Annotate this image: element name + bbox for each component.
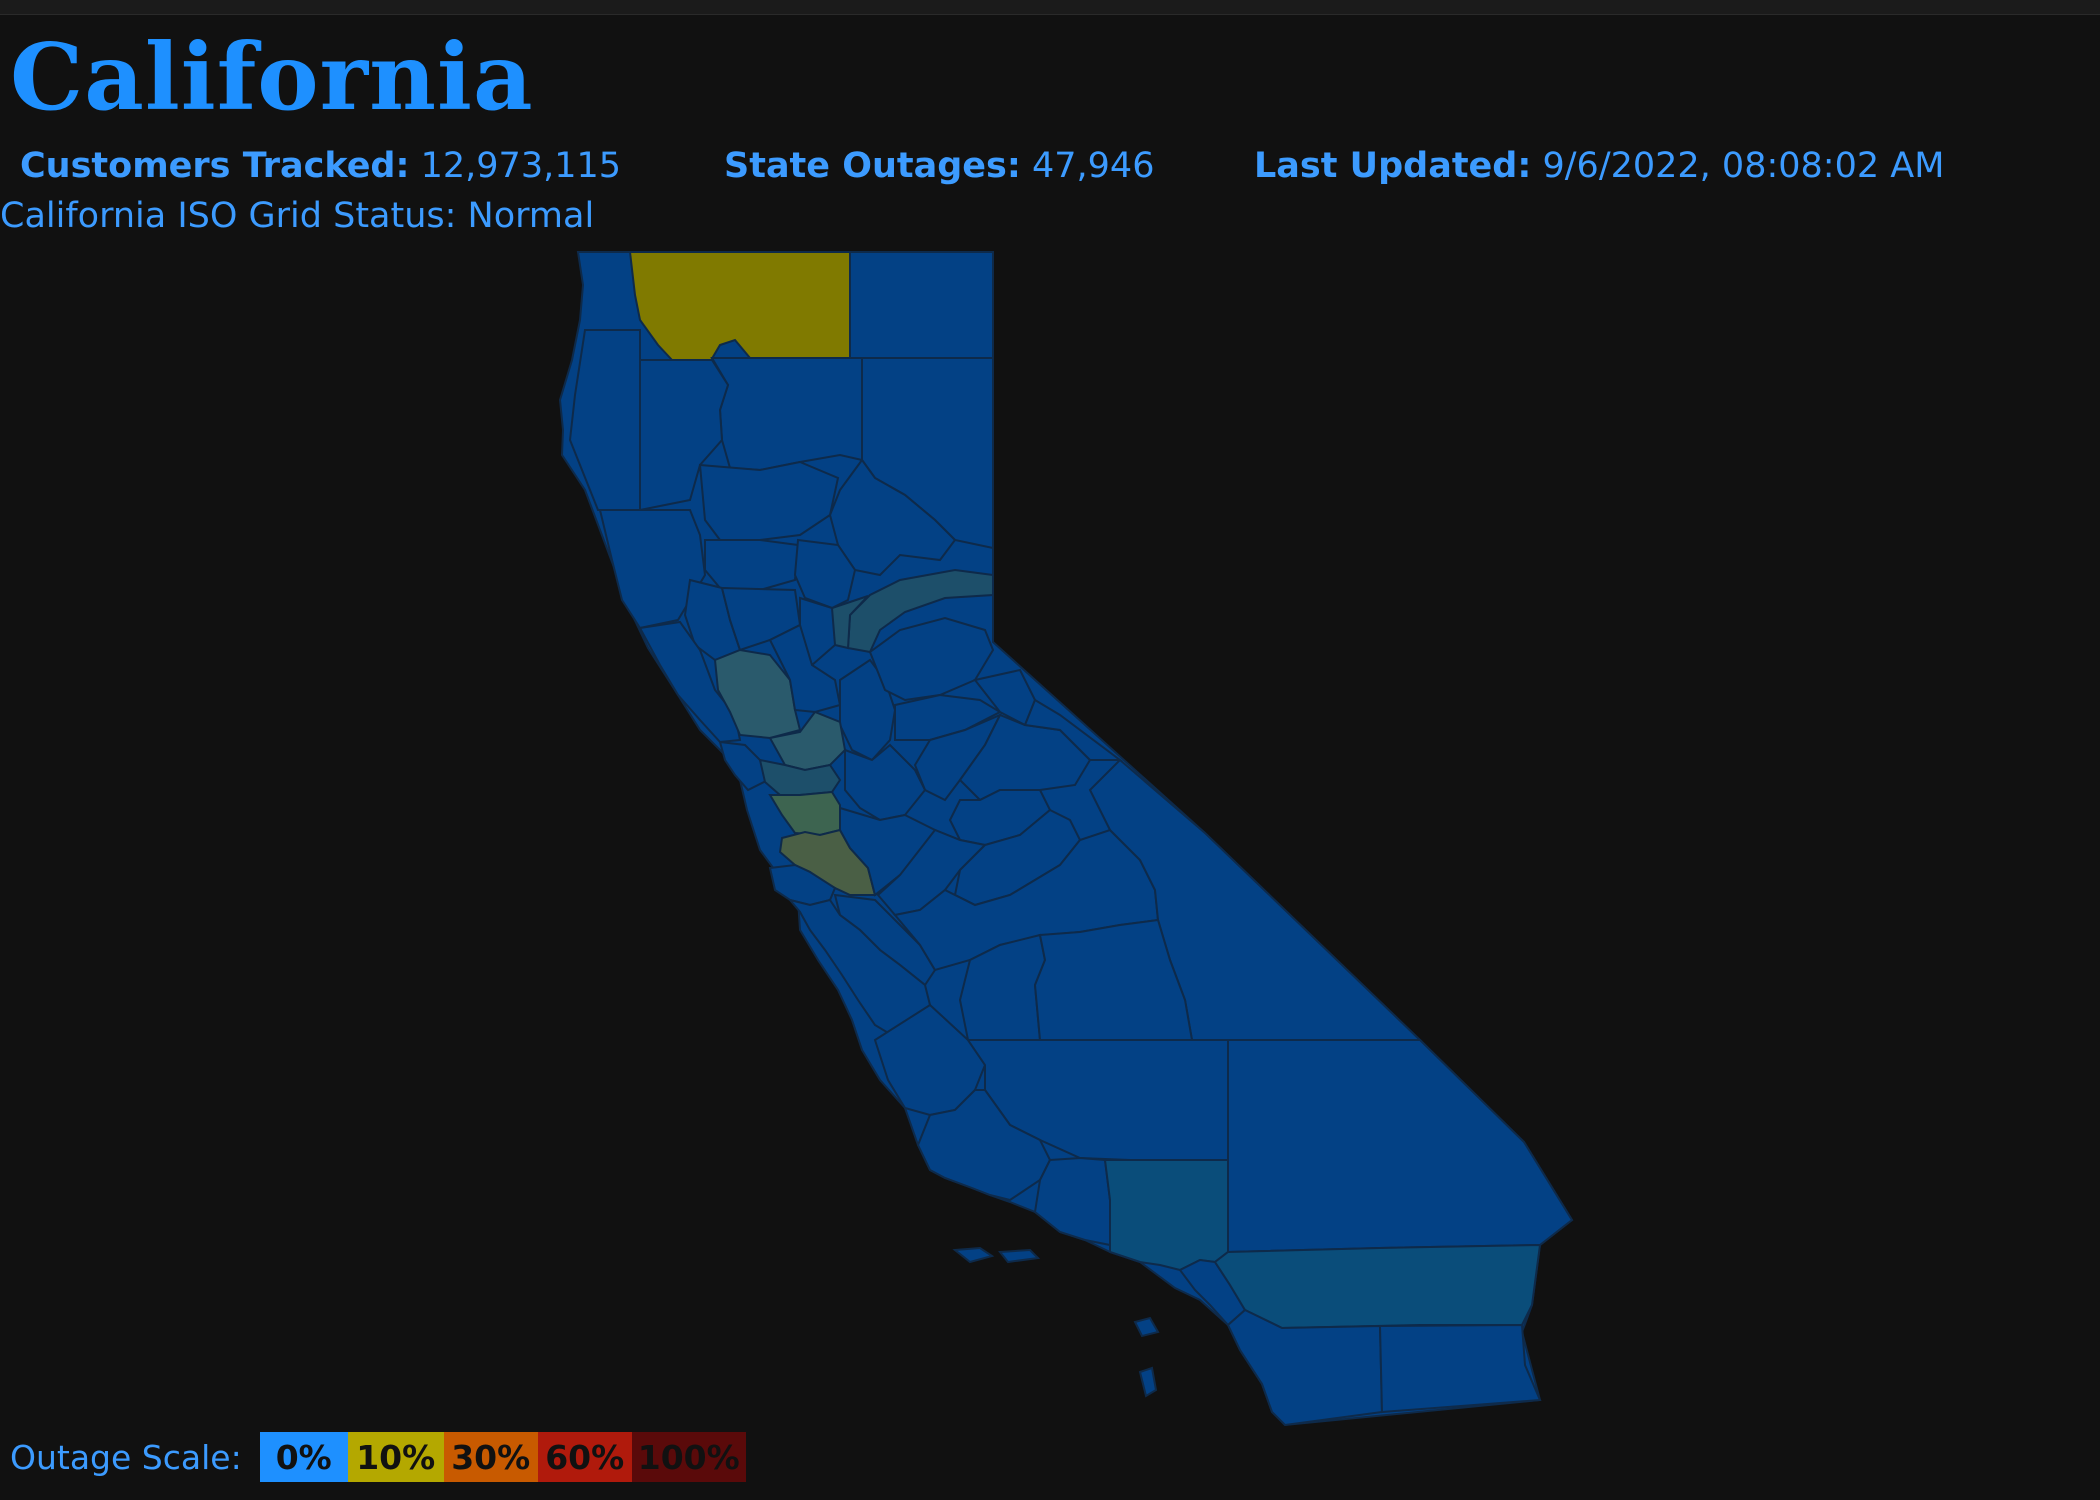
grid-status-text: California ISO Grid Status: Normal bbox=[0, 196, 595, 236]
county-imperial bbox=[1378, 1323, 1542, 1414]
last-updated-label: Last Updated: bbox=[1254, 146, 1532, 186]
channel-island-4 bbox=[1138, 1366, 1158, 1398]
legend-100-percent: 100% bbox=[631, 1432, 746, 1482]
window-top-bar bbox=[0, 0, 2100, 15]
county-butte bbox=[793, 538, 857, 610]
channel-island-2 bbox=[998, 1248, 1041, 1264]
legend-0-percent: 0% bbox=[259, 1432, 348, 1482]
customers-tracked-label: Customers Tracked: bbox=[20, 146, 410, 186]
legend-10-percent: 10% bbox=[347, 1432, 444, 1482]
legend-60-percent: 60% bbox=[537, 1432, 632, 1482]
county-modoc bbox=[849, 251, 994, 359]
county-glenn bbox=[704, 539, 800, 592]
county-san-bernardino bbox=[1227, 1039, 1574, 1254]
county-shasta bbox=[710, 357, 863, 472]
county-trinity bbox=[639, 359, 730, 512]
customers-tracked-value: 12,973,115 bbox=[420, 146, 622, 186]
county-contra-costa bbox=[758, 758, 842, 796]
legend-30-percent: 30% bbox=[443, 1432, 538, 1482]
county-amador bbox=[894, 693, 1003, 741]
customers-tracked-stat: Customers Tracked: 12,973,115 bbox=[20, 146, 621, 186]
county-san-joaquin bbox=[844, 743, 927, 822]
county-sonoma bbox=[638, 620, 742, 744]
county-tehama bbox=[698, 460, 840, 541]
county-marin bbox=[718, 740, 770, 792]
county-mono bbox=[1023, 698, 1123, 761]
county-san-diego bbox=[1226, 1308, 1384, 1427]
page-title: California bbox=[10, 23, 534, 131]
state-outages-label: State Outages: bbox=[724, 146, 1021, 186]
county-riverside bbox=[1213, 1243, 1542, 1330]
county-tulare bbox=[1033, 918, 1194, 1041]
state-outages-stat: State Outages: 47,946 bbox=[724, 146, 1154, 186]
state-outages-value: 47,946 bbox=[1032, 146, 1155, 186]
last-updated-stat: Last Updated: 9/6/2022, 08:08:02 AM bbox=[1254, 146, 1944, 186]
county-ventura bbox=[1033, 1156, 1111, 1247]
channel-island-3 bbox=[1133, 1316, 1160, 1338]
last-updated-value: 9/6/2022, 08:08:02 AM bbox=[1542, 146, 1945, 186]
county-placer bbox=[846, 568, 994, 654]
channel-island-1 bbox=[952, 1246, 995, 1264]
county-el-dorado bbox=[868, 616, 995, 702]
outage-scale-legend: Outage Scale: 0% 10% 30% 60% 100% bbox=[10, 1432, 746, 1482]
county-los-angeles bbox=[1103, 1159, 1229, 1272]
county-napa bbox=[713, 648, 802, 740]
county-mendocino bbox=[598, 509, 707, 630]
outage-scale-label: Outage Scale: bbox=[10, 1437, 242, 1477]
